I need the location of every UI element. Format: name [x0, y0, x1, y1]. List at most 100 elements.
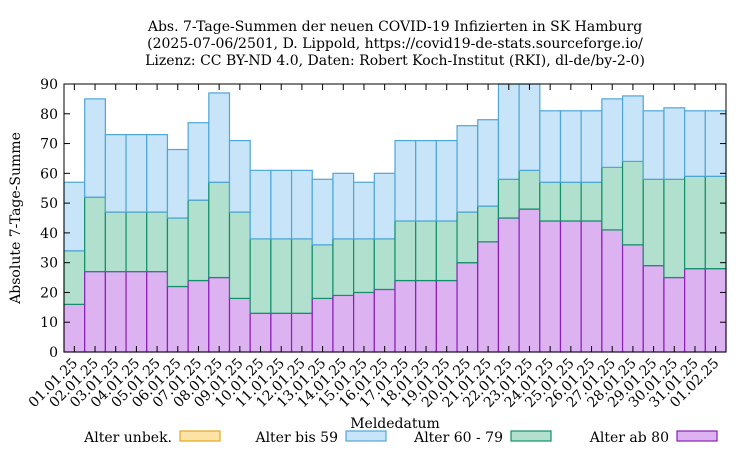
bar-segment [539, 110, 562, 183]
bar-segment [187, 199, 210, 282]
bar-segment [518, 83, 541, 171]
bar-segment [311, 297, 334, 353]
bar-segment [373, 238, 396, 291]
y-tick-label: 70 [40, 137, 58, 153]
title-line-1: Abs. 7-Tage-Summen der neuen COVID-19 In… [147, 19, 642, 35]
bar-segment [394, 220, 417, 282]
bar-segment [704, 175, 727, 270]
bar-segment [373, 288, 396, 353]
bar-segment [311, 244, 334, 300]
bar-segment [601, 98, 624, 168]
bar-segment [518, 169, 541, 210]
bar-segment [104, 211, 127, 273]
bar-segment [642, 110, 665, 180]
bar-segment [228, 139, 251, 213]
title-line-3: Lizenz: CC BY-ND 4.0, Daten: Robert Koch… [145, 53, 645, 69]
y-tick-label: 0 [49, 345, 58, 361]
y-tick-label: 10 [40, 315, 58, 331]
y-tick-label: 90 [40, 77, 58, 93]
x-axis-label: Meldedatum [350, 416, 440, 432]
bar-segment [642, 178, 665, 267]
bar-segment [63, 181, 86, 252]
bar-segment [559, 220, 582, 353]
legend-swatch [345, 430, 387, 442]
bar-segment [621, 95, 644, 163]
bar-segment [580, 181, 603, 222]
bar-segment [394, 279, 417, 353]
bar-segment [580, 220, 603, 353]
bar-segment [228, 211, 251, 299]
bar-segment [497, 83, 520, 180]
bar-segment [684, 175, 706, 270]
bar-segment [290, 169, 313, 240]
bar-segment [146, 271, 169, 353]
y-tick-label: 80 [40, 107, 58, 123]
bar-segment [518, 208, 541, 353]
bar-segment [539, 220, 562, 353]
legend-label: Alter ab 80 [589, 430, 669, 446]
legend-swatch [510, 430, 552, 442]
bar-segment [477, 119, 500, 207]
bar-segment [146, 211, 169, 273]
legend-label: Alter unbek. [83, 430, 172, 446]
legend-label: Alter bis 59 [254, 430, 338, 446]
y-tick-label: 20 [40, 285, 58, 301]
bar-segment [497, 217, 520, 353]
bar-segment [84, 271, 106, 353]
bar-segment [125, 271, 148, 353]
bar-segment [580, 110, 603, 183]
bar-segment [373, 172, 396, 240]
y-tick-label: 50 [40, 196, 58, 212]
bar-segment [270, 238, 293, 314]
bar-segment [704, 268, 727, 353]
bar-segment [208, 181, 231, 279]
bar-segment [166, 217, 189, 288]
bar-segment [435, 220, 458, 282]
bar-segment [559, 110, 582, 183]
legend: Alter unbek. Alter bis 59 Alter 60 - 79 Alt… [83, 430, 718, 446]
y-axis-label: Absolute 7-Tage-Summe [8, 132, 24, 305]
title-line-2: (2025-07-06/2501, D. Lippold, https://co… [147, 36, 643, 52]
bar-segment [456, 125, 479, 213]
bars [63, 83, 727, 353]
x-axis: 01.01.2502.01.2503.01.2504.01.2505.01.25… [26, 84, 722, 411]
bar-segment [125, 134, 148, 213]
bar-segment [125, 211, 148, 273]
bar-segment [332, 172, 355, 240]
bar-segment [477, 241, 500, 353]
bar-segment [332, 294, 355, 353]
bar-segment [601, 229, 624, 353]
bar-segment [663, 178, 686, 279]
plot-frame [63, 83, 727, 353]
bar-segment [477, 205, 500, 243]
y-axis: 0 10 20 30 40 50 60 70 80 90 [40, 77, 726, 361]
legend-label: Alter 60 - 79 [413, 430, 503, 446]
bar-segment [353, 291, 375, 353]
bar-segment [621, 244, 644, 353]
bar-segment [684, 268, 706, 353]
bar-segment [435, 139, 458, 222]
bar-segment [539, 181, 562, 222]
legend-swatch [179, 430, 221, 442]
chart-title: Abs. 7-Tage-Summen der neuen COVID-19 In… [145, 19, 645, 69]
bar-segment [63, 303, 86, 353]
bar-segment [415, 279, 437, 353]
y-tick-label: 40 [40, 226, 58, 242]
bar-segment [290, 238, 313, 314]
bar-segment [621, 160, 644, 246]
bar-segment [353, 181, 375, 240]
bar-segment [166, 285, 189, 353]
bar-segment [146, 134, 169, 213]
bar-segment [208, 92, 231, 183]
bar-segment [559, 181, 582, 222]
bar-segment [663, 107, 686, 180]
y-tick-label: 60 [40, 166, 58, 182]
bar-segment [84, 196, 106, 273]
bar-segment [270, 169, 293, 240]
bar-segment [663, 276, 686, 353]
y-tick-label: 30 [40, 256, 58, 272]
bar-segment [208, 276, 231, 353]
bar-segment [104, 134, 127, 213]
bar-segment [456, 262, 479, 353]
